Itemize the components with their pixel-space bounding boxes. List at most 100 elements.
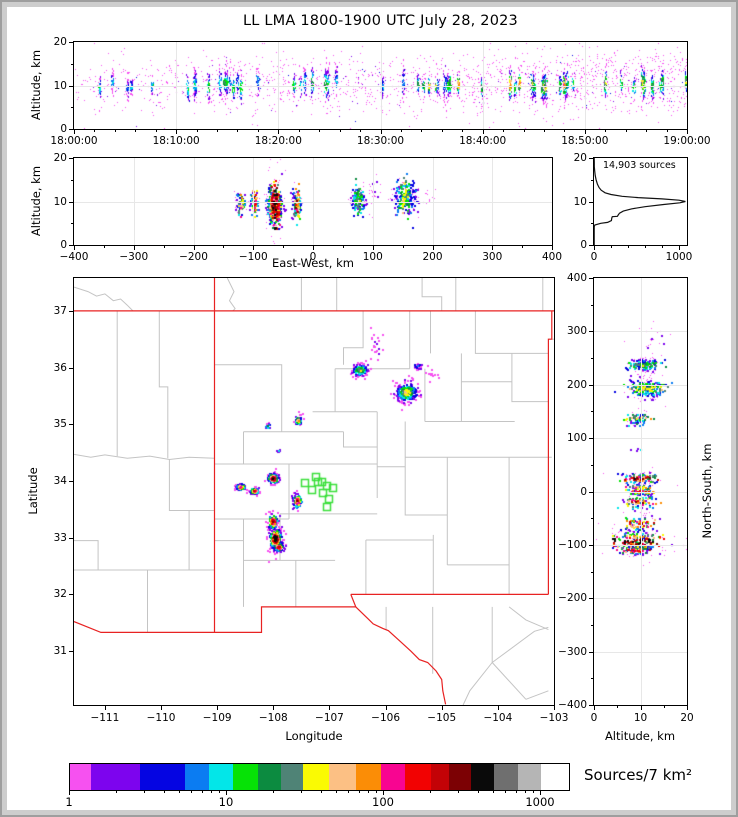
axis-tick bbox=[69, 367, 73, 369]
axis-tick bbox=[462, 246, 464, 248]
tick-label: −111 bbox=[90, 712, 120, 724]
colorbar-segment bbox=[494, 764, 518, 790]
axis-tick bbox=[589, 491, 593, 493]
tick-label: 400 bbox=[566, 272, 587, 284]
ns-ylabel: North-South, km bbox=[700, 443, 714, 539]
colorbar-segment bbox=[329, 764, 356, 790]
axis-tick bbox=[591, 518, 593, 520]
axis-tick bbox=[135, 130, 137, 132]
tick-label: 18:00:00 bbox=[50, 135, 98, 147]
colorbar-segment bbox=[209, 764, 233, 790]
axis-tick bbox=[71, 179, 73, 181]
axis-tick bbox=[589, 438, 593, 440]
axis-tick bbox=[584, 130, 586, 134]
axis-tick bbox=[71, 107, 73, 109]
colorbar-label: Sources/7 km² bbox=[584, 766, 693, 784]
axis-tick bbox=[278, 130, 280, 134]
axis-tick bbox=[591, 571, 593, 573]
axis-tick bbox=[257, 130, 259, 132]
axis-tick bbox=[617, 706, 619, 708]
tick-label: 0 bbox=[580, 239, 587, 251]
tick-label: 10 bbox=[53, 195, 67, 208]
tick-label: 0 bbox=[580, 485, 587, 498]
axis-tick bbox=[335, 790, 337, 793]
colorbar-segment bbox=[381, 764, 405, 790]
tick-label: −104 bbox=[483, 712, 513, 724]
tick-label: 37 bbox=[53, 304, 67, 317]
axis-tick bbox=[591, 411, 593, 413]
colorbar-segment bbox=[449, 764, 471, 790]
axis-tick bbox=[69, 481, 73, 482]
axis-tick bbox=[69, 537, 73, 539]
axis-tick bbox=[133, 246, 135, 250]
axis-tick bbox=[74, 246, 75, 250]
axis-tick bbox=[104, 706, 106, 710]
tick-label: −105 bbox=[427, 712, 457, 724]
axis-tick bbox=[589, 384, 593, 386]
time-ylabel: Altitude, km bbox=[29, 49, 43, 121]
tick-label: −108 bbox=[258, 712, 288, 724]
axis-tick bbox=[319, 130, 321, 132]
axis-tick bbox=[589, 331, 593, 333]
axis-tick bbox=[679, 246, 680, 250]
tick-label: 300 bbox=[482, 251, 503, 263]
tick-label: −200 bbox=[558, 592, 587, 605]
axis-tick bbox=[201, 790, 203, 793]
tick-label: −200 bbox=[179, 251, 208, 263]
axis-tick bbox=[178, 790, 180, 793]
axis-tick bbox=[589, 705, 593, 706]
axis-tick bbox=[492, 790, 494, 793]
axis-tick bbox=[218, 790, 220, 793]
axis-tick bbox=[591, 358, 593, 360]
axis-tick bbox=[358, 790, 360, 793]
axis-tick bbox=[591, 624, 593, 626]
map-sources-canvas bbox=[74, 278, 554, 705]
tick-label: 36 bbox=[53, 361, 67, 374]
axis-tick bbox=[253, 246, 255, 250]
axis-tick bbox=[114, 130, 116, 132]
axis-tick bbox=[628, 246, 629, 248]
tick-label: 33 bbox=[53, 531, 67, 544]
axis-tick bbox=[492, 246, 494, 250]
axis-tick bbox=[441, 706, 443, 710]
axis-tick bbox=[591, 304, 593, 306]
tick-label: 18:20:00 bbox=[254, 135, 302, 147]
colorbar-tick-label: 10 bbox=[218, 795, 234, 809]
tick-label: 18:40:00 bbox=[459, 135, 507, 147]
tick-label: 19:00:00 bbox=[663, 135, 711, 147]
axis-tick bbox=[348, 790, 350, 793]
axis-tick bbox=[687, 706, 688, 710]
page-title: LL LMA 1800-1900 UTC July 28, 2023 bbox=[243, 13, 518, 29]
axis-tick bbox=[155, 130, 157, 132]
axis-tick bbox=[554, 706, 555, 710]
ns-xlabel: Altitude, km bbox=[604, 729, 676, 743]
colorbar-segment bbox=[518, 764, 541, 790]
axis-tick bbox=[457, 790, 459, 793]
axis-tick bbox=[69, 424, 73, 426]
tick-label: 0 bbox=[590, 712, 598, 724]
axis-tick bbox=[532, 790, 534, 793]
axis-tick bbox=[339, 130, 341, 132]
tick-label: 100 bbox=[362, 251, 383, 263]
colorbar-segment bbox=[258, 764, 281, 790]
tick-label: 10 bbox=[633, 712, 648, 724]
axis-tick bbox=[283, 246, 285, 248]
axis-tick bbox=[191, 790, 193, 793]
axis-tick bbox=[300, 790, 302, 793]
axis-tick bbox=[217, 706, 219, 710]
colorbar-segment bbox=[405, 764, 431, 790]
tick-label: −109 bbox=[202, 712, 232, 724]
axis-tick bbox=[611, 246, 612, 248]
axis-tick bbox=[375, 790, 377, 793]
axis-tick bbox=[69, 42, 73, 43]
axis-tick bbox=[360, 130, 362, 132]
axis-tick bbox=[515, 790, 517, 793]
axis-tick bbox=[482, 130, 484, 134]
tick-label: 20 bbox=[53, 36, 67, 48]
axis-tick bbox=[69, 85, 73, 87]
axis-tick bbox=[380, 130, 382, 134]
map-ylabel: Latitude bbox=[26, 467, 40, 515]
axis-tick bbox=[193, 246, 195, 250]
axis-tick bbox=[69, 310, 73, 312]
colorbar-segment bbox=[431, 764, 449, 790]
